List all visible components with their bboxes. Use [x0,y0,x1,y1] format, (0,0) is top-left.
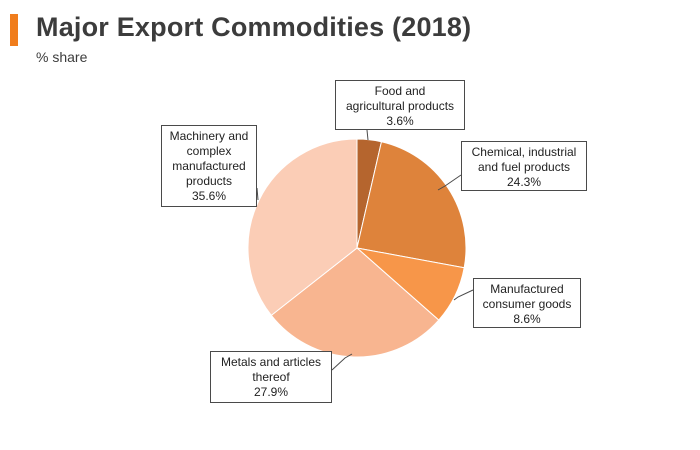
callout-value: 24.3% [506,175,542,189]
slice-metals-articles [270,247,440,358]
callout-label-line: products [185,174,233,188]
callout-label-line: Metals and articles [220,355,322,369]
callout-value: 3.6% [386,114,414,128]
callout-value: 8.6% [513,312,541,326]
leader-line-manufactured [453,289,474,301]
callout-label-line: Chemical, industrial [471,145,577,159]
callout-machinery-complex: Machinery and complex manufactured produ… [161,125,257,207]
callout-label-line: Food and [374,84,426,98]
slice-chemical-industrial-fuel [356,141,467,269]
callout-label-line: Machinery and [169,129,249,143]
callout-value: 27.9% [253,385,289,399]
callout-label-line: complex [186,144,232,158]
callout-food-agricultural: Food and agricultural products 3.6% [335,80,465,130]
callout-label-line: Manufactured [490,282,564,296]
leader-line-metals [331,353,353,371]
title-accent-bar [10,14,18,46]
callout-value: 35.6% [191,189,227,203]
callout-label-line: agricultural products [345,99,455,113]
callout-label-line: manufactured [172,159,246,173]
callout-label-line: consumer goods [482,297,572,311]
callout-label-line: and fuel products [477,160,571,174]
callout-manufactured-consumer-goods: Manufactured consumer goods 8.6% [473,278,581,328]
leader-line-food [366,129,369,141]
chart-title: Major Export Commodities (2018) [36,12,472,42]
callout-chemical-industrial-fuel: Chemical, industrial and fuel products 2… [461,141,587,191]
slice-machinery-complex [247,138,358,317]
leader-line-machinery [256,187,259,201]
leader-line-chemical [437,174,462,191]
callout-label-line: thereof [252,370,290,384]
chart-subtitle: % share [36,49,88,65]
callout-metals-articles: Metals and articles thereof 27.9% [210,351,332,403]
